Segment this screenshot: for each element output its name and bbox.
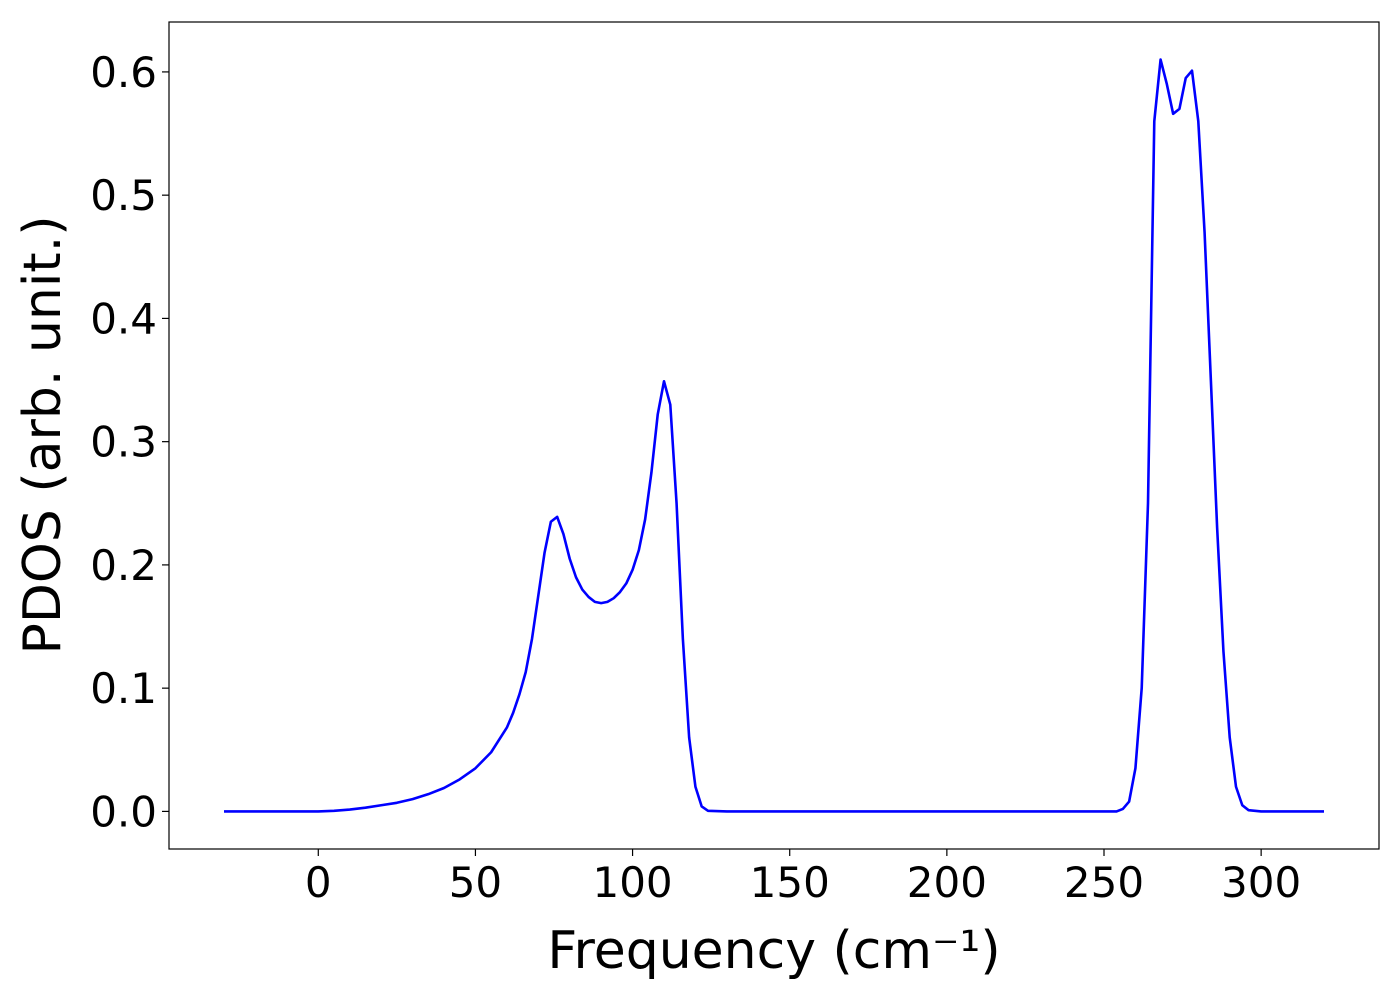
x-tick-label: 0 [305,858,332,907]
y-tick-label: 0.1 [90,664,157,713]
x-tick-label: 100 [592,858,672,907]
x-tick-label: 150 [750,858,830,907]
x-tick-label: 50 [449,858,502,907]
y-tick-label: 0.0 [90,787,157,836]
data-line [224,58,1324,813]
y-tick-label: 0.5 [90,171,157,220]
y-tick-label: 0.3 [90,418,157,467]
y-tick-label: 0.2 [90,541,157,590]
y-tick-label: 0.4 [90,294,157,343]
x-tick-label: 200 [907,858,987,907]
x-tick-label: 300 [1221,858,1301,907]
x-tick-label: 250 [1064,858,1144,907]
y-tick-label: 0.6 [90,48,157,97]
y-axis-label: PDOS (arb. unit.) [13,215,73,654]
plot-frame [168,21,1380,850]
x-axis-label: Frequency (cm⁻¹) [547,921,1000,981]
